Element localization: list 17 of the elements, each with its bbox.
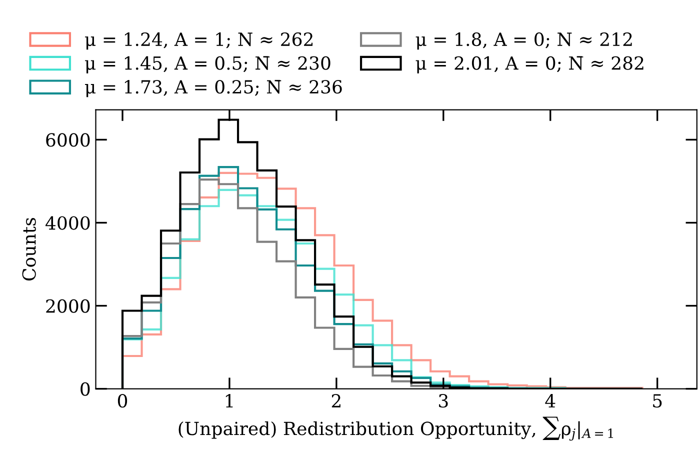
x-tick-label: 2 (332, 394, 340, 408)
legend-label: μ = 1.45, A = 0.5; N̄ ≈ 230 (85, 56, 330, 74)
y-tick-label: 2000 (46, 299, 90, 313)
x-tick-label: 1 (226, 394, 233, 408)
y-tick-label: 0 (80, 382, 90, 396)
legend-label: μ = 2.01, A = 0; N̄ ≈ 282 (416, 56, 644, 74)
x-tick-label: 0 (118, 394, 128, 408)
x-tick-label: 5 (653, 394, 662, 408)
y-tick-label: 6000 (46, 133, 90, 147)
x-tick-label: 4 (545, 394, 556, 408)
legend-label: μ = 1.73, A = 0.25; N̄ ≈ 236 (85, 80, 342, 98)
y-axis-title: Counts (22, 218, 36, 281)
legend-label: μ = 1.8, A = 0; N ≈ 212 (416, 32, 632, 50)
y-tick-label: 4000 (46, 216, 90, 230)
legend-label: μ = 1.24, A = 1; N ≈ 262 (85, 32, 312, 50)
x-tick-label: 3 (439, 394, 448, 408)
x-axis-title: (Unpaired) Redistribution Opportunity, ∑ρ$_{j}$|$_{A=1}$ (178, 416, 613, 441)
